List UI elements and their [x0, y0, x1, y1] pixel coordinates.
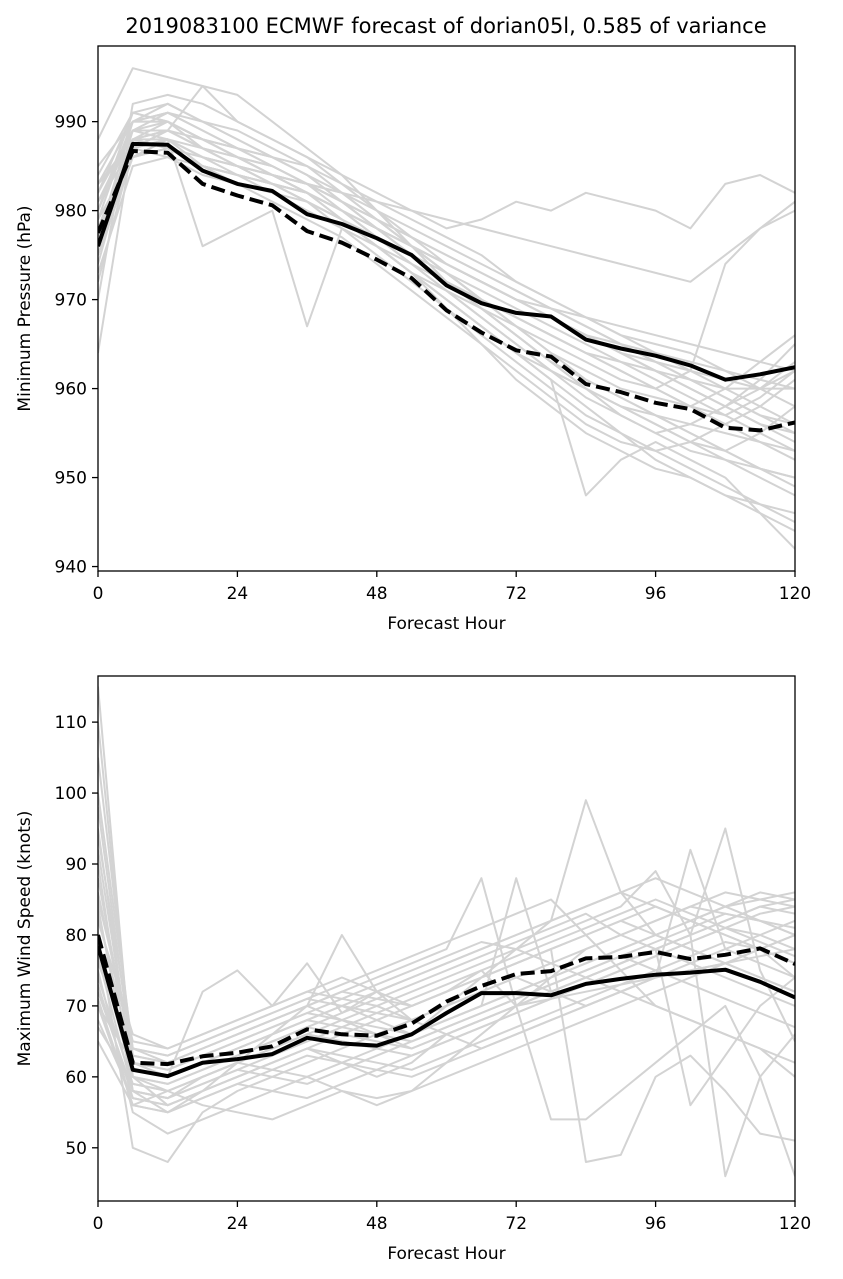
wind-ensemble-member-line	[98, 891, 795, 1071]
pressure-ensemble-member-line	[98, 120, 795, 408]
wind-x-axis-ticks: 0 24 48 72 96 120	[93, 1201, 811, 1234]
wind-y-axis-ticks: 50 60 70 80 90 100 110	[55, 713, 98, 1159]
pressure-x-tick-label: 96	[645, 584, 667, 604]
wind-ensemble-member-line	[98, 898, 795, 1085]
wind-ensemble-lines	[98, 686, 795, 1178]
wind-y-tick-label: 60	[65, 1068, 87, 1088]
pressure-plot-frame	[97, 45, 796, 572]
pressure-series-lines	[98, 141, 795, 433]
pressure-x-tick-label: 48	[366, 584, 388, 604]
wind-ensemble-member-line	[98, 835, 795, 1057]
wind-x-tick-label: 0	[93, 1214, 104, 1234]
pressure-y-axis-label: Minimum Pressure (hPa)	[15, 205, 35, 411]
pressure-dashed-line	[98, 149, 795, 433]
pressure-ensemble-member-line	[98, 85, 795, 354]
pressure-x-tick-label: 72	[505, 584, 527, 604]
wind-y-axis-label: Maximum Wind Speed (knots)	[15, 811, 35, 1067]
pressure-ensemble-member-line	[98, 138, 795, 417]
pressure-y-axis-ticks: 940 950 960 970 980 990	[55, 113, 98, 578]
wind-x-tick-label: 72	[505, 1214, 527, 1234]
pressure-x-tick-label: 120	[779, 584, 811, 604]
wind-series-lines	[98, 934, 795, 1079]
pressure-x-axis-ticks: 0 24 48 72 96 120	[93, 571, 811, 604]
wind-x-tick-label: 120	[779, 1214, 811, 1234]
wind-ensemble-member-line	[98, 807, 795, 1078]
wind-y-tick-label: 70	[65, 997, 87, 1017]
wind-y-tick-label: 110	[55, 713, 87, 733]
wind-panel: 0 24 48 72 96 120 50 60 70 80 90 100 110 Forecast H…	[15, 675, 811, 1264]
pressure-x-axis-label: Forecast Hour	[387, 614, 505, 634]
pressure-ensemble-lines	[98, 67, 795, 550]
pressure-y-tick-label: 960	[55, 380, 87, 400]
wind-ensemble-member-line	[98, 955, 795, 1100]
pressure-y-tick-label: 970	[55, 291, 87, 311]
pressure-y-tick-label: 990	[55, 113, 87, 133]
wind-ensemble-member-line	[98, 926, 795, 1114]
wind-x-tick-label: 96	[645, 1214, 667, 1234]
pressure-ensemble-member-line	[98, 111, 795, 408]
wind-y-tick-label: 100	[55, 784, 87, 804]
pressure-ensemble-member-line	[98, 111, 795, 426]
wind-ensemble-member-line	[98, 941, 795, 1107]
pressure-y-tick-label: 950	[55, 469, 87, 489]
wind-x-tick-label: 48	[366, 1214, 388, 1234]
wind-y-tick-label: 80	[65, 926, 87, 946]
pressure-x-tick-label: 24	[227, 584, 249, 604]
pressure-ensemble-member-line	[98, 147, 795, 452]
pressure-solid-line	[98, 141, 795, 382]
wind-x-axis-label: Forecast Hour	[387, 1244, 505, 1264]
wind-ensemble-member-line	[98, 934, 795, 1121]
pressure-panel: 0 24 48 72 96 120 940 950 960 970 980 990 Forecast…	[15, 45, 811, 634]
wind-plot-frame	[97, 675, 796, 1202]
wind-solid-line	[98, 945, 795, 1079]
pressure-y-tick-label: 940	[55, 558, 87, 578]
wind-x-tick-label: 24	[227, 1214, 249, 1234]
wind-dashed-line	[98, 934, 795, 1067]
wind-y-tick-label: 90	[65, 855, 87, 875]
chart-title: 2019083100 ECMWF forecast of dorian05l, …	[125, 14, 766, 38]
wind-ensemble-member-line	[98, 892, 795, 1064]
wind-y-tick-label: 50	[65, 1139, 87, 1159]
pressure-x-tick-label: 0	[93, 584, 104, 604]
pressure-y-tick-label: 980	[55, 202, 87, 222]
